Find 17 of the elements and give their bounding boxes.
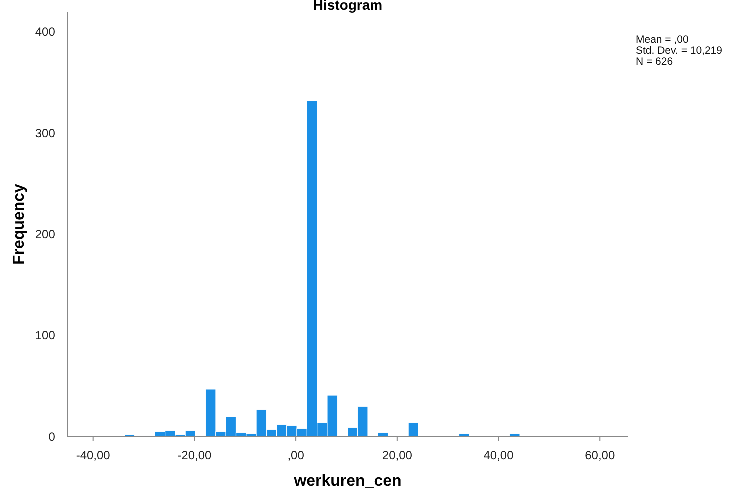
y-axis-title: Frequency bbox=[11, 184, 28, 265]
x-tick-label: 20,00 bbox=[382, 448, 413, 463]
y-tick-label: 200 bbox=[35, 227, 56, 242]
y-tick-label: 0 bbox=[48, 430, 56, 444]
y-tick-label: 300 bbox=[35, 126, 56, 140]
x-axis-title: werkuren_cen bbox=[293, 473, 402, 490]
x-tick-label: -40,00 bbox=[76, 448, 111, 463]
y-tick-label: 100 bbox=[35, 328, 56, 343]
text: Mean = ,00 bbox=[636, 34, 689, 46]
x-tick-label: 40,00 bbox=[484, 448, 514, 463]
text: N = 626 bbox=[636, 56, 674, 68]
x-tick-label: ,00 bbox=[288, 448, 305, 463]
chart-title: Histogram bbox=[313, 0, 383, 13]
text: Std. Dev. = 10,219 bbox=[636, 45, 723, 57]
x-tick-label: 60,00 bbox=[585, 448, 616, 463]
x-tick-label: -20,00 bbox=[178, 448, 212, 463]
y-tick-label: 400 bbox=[35, 25, 56, 40]
